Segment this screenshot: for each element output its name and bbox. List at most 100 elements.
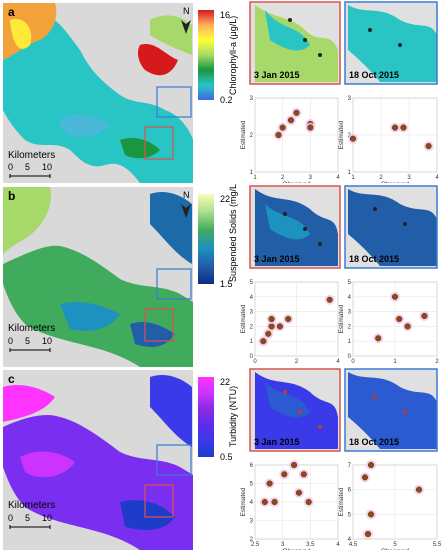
panel-a: a N Kilometers 0 5 10 16 0.2 Chlorophyll… bbox=[0, 0, 443, 188]
data-point bbox=[421, 312, 428, 320]
colorbar-c bbox=[198, 377, 214, 457]
x-axis-label: Observed bbox=[282, 181, 311, 183]
y-tick-label: 7 bbox=[348, 463, 352, 469]
sample-point bbox=[368, 28, 372, 32]
inset-date-1-b: 3 Jan 2015 bbox=[254, 254, 300, 264]
y-tick-label: 2 bbox=[250, 537, 254, 543]
y-tick-label: 5 bbox=[348, 280, 352, 286]
scale-tick-1-b: 5 bbox=[25, 336, 30, 346]
y-tick-label: 1 bbox=[348, 170, 352, 176]
data-point bbox=[307, 124, 314, 131]
y-tick-label: 1 bbox=[250, 339, 254, 345]
scale-tick-1-a: 5 bbox=[25, 162, 30, 172]
inset-date-1-a: 3 Jan 2015 bbox=[254, 70, 300, 80]
y-tick-label: 4 bbox=[250, 295, 254, 301]
colorbar-min-c: 0.5 bbox=[220, 452, 233, 462]
colorbar-label-b: Suspended Solids (mg/L) bbox=[228, 184, 238, 282]
inset-border-1-c bbox=[249, 368, 341, 452]
scatter-plot-b-2: 0 1 2 0 1 2 3 4 5 Estimated bbox=[338, 280, 439, 365]
panel-letter-c: c bbox=[8, 372, 15, 386]
y-tick-label: 5 bbox=[250, 280, 254, 286]
inset-water-3-a bbox=[348, 5, 437, 82]
inset-water-2-b bbox=[265, 204, 310, 240]
data-point bbox=[400, 124, 407, 131]
data-point bbox=[375, 335, 382, 342]
sample-point bbox=[303, 227, 307, 231]
data-point bbox=[285, 315, 292, 323]
scale-title-a: Kilometers bbox=[8, 150, 55, 161]
sample-point bbox=[283, 390, 287, 394]
y-axis-label: Estimated bbox=[240, 487, 247, 516]
y-tick-label: 3 bbox=[250, 310, 254, 316]
colorbar-b bbox=[198, 194, 214, 284]
y-tick-label: 3 bbox=[348, 96, 352, 102]
north-arrow-icon bbox=[181, 204, 191, 218]
colorbar-max-b: 22 bbox=[220, 194, 230, 204]
inset-water-2-a bbox=[265, 10, 310, 51]
inset-date-2-b: 18 Oct 2015 bbox=[349, 254, 399, 264]
panel-letter-b: b bbox=[8, 189, 15, 203]
data-point bbox=[391, 293, 399, 300]
x-tick-label: 1 bbox=[393, 359, 397, 365]
data-point bbox=[305, 498, 312, 506]
y-tick-label: 0 bbox=[250, 354, 254, 360]
north-arrow-icon bbox=[181, 20, 191, 34]
scale-bar-a bbox=[9, 174, 51, 178]
x-tick-label: 3 bbox=[309, 175, 313, 181]
data-point bbox=[425, 143, 432, 150]
y-tick-label: 5 bbox=[250, 482, 254, 488]
x-tick-label: 1 bbox=[253, 175, 257, 181]
y-axis-label: Estimated bbox=[240, 120, 247, 149]
y-tick-label: 3 bbox=[250, 96, 254, 102]
scale-tick-0-a: 0 bbox=[8, 162, 13, 172]
data-point bbox=[266, 480, 273, 487]
scale-title-c: Kilometers bbox=[8, 500, 55, 511]
data-point bbox=[275, 131, 282, 139]
x-tick-label: 3 bbox=[407, 175, 411, 181]
blue-locator-box-b bbox=[156, 268, 192, 300]
x-tick-label: 4.5 bbox=[349, 542, 358, 548]
data-point bbox=[261, 498, 268, 506]
sample-point bbox=[373, 207, 377, 211]
inset-date-2-a: 18 Oct 2015 bbox=[349, 70, 399, 80]
scatter-plot-a-2: 1234123ObservedEstimated bbox=[338, 96, 439, 188]
inset-border-2-c bbox=[344, 368, 438, 452]
scale-tick-2-b: 10 bbox=[42, 336, 52, 346]
x-tick-label: 4 bbox=[336, 542, 340, 548]
sample-point bbox=[398, 43, 402, 47]
sample-point bbox=[318, 242, 322, 246]
y-axis-label: Estimated bbox=[338, 120, 345, 149]
data-point bbox=[391, 124, 399, 131]
y-axis-label: Estimated bbox=[338, 487, 345, 516]
data-point bbox=[268, 315, 275, 323]
data-point bbox=[300, 471, 307, 478]
x-tick-label: 4 bbox=[336, 359, 340, 365]
x-tick-label: 4 bbox=[435, 175, 439, 181]
scale-tick-2-c: 10 bbox=[42, 513, 52, 523]
scale-title-b: Kilometers bbox=[8, 323, 55, 334]
x-tick-label: 0 bbox=[253, 359, 257, 365]
data-point bbox=[367, 511, 375, 518]
data-point bbox=[415, 486, 423, 493]
inset-border-2-a bbox=[344, 1, 438, 85]
sample-point bbox=[318, 53, 322, 57]
y-axis-label: Estimated bbox=[338, 304, 345, 333]
inset-water-3-b bbox=[348, 189, 437, 266]
x-axis-label: Observed bbox=[381, 181, 410, 183]
sample-point bbox=[298, 410, 302, 414]
colorbar-max-a: 16 bbox=[220, 10, 230, 20]
scatter-plot-c-1: 2.533.5423456ObservedEstimated bbox=[240, 460, 340, 555]
y-tick-label: 1 bbox=[250, 170, 254, 176]
y-tick-label: 2 bbox=[348, 324, 352, 330]
data-point bbox=[293, 109, 300, 116]
x-tick-label: 4 bbox=[336, 175, 340, 181]
data-point bbox=[349, 135, 357, 142]
panel-c: c Kilometers 0 5 10 22 0.5 Turbidity (NT… bbox=[0, 367, 443, 555]
data-point bbox=[295, 489, 302, 496]
data-point bbox=[361, 474, 369, 481]
sample-point bbox=[403, 410, 407, 414]
data-point bbox=[367, 461, 375, 469]
x-tick-label: 2 bbox=[295, 359, 299, 365]
blue-locator-box-a bbox=[156, 86, 192, 118]
y-tick-label: 1 bbox=[348, 339, 352, 345]
